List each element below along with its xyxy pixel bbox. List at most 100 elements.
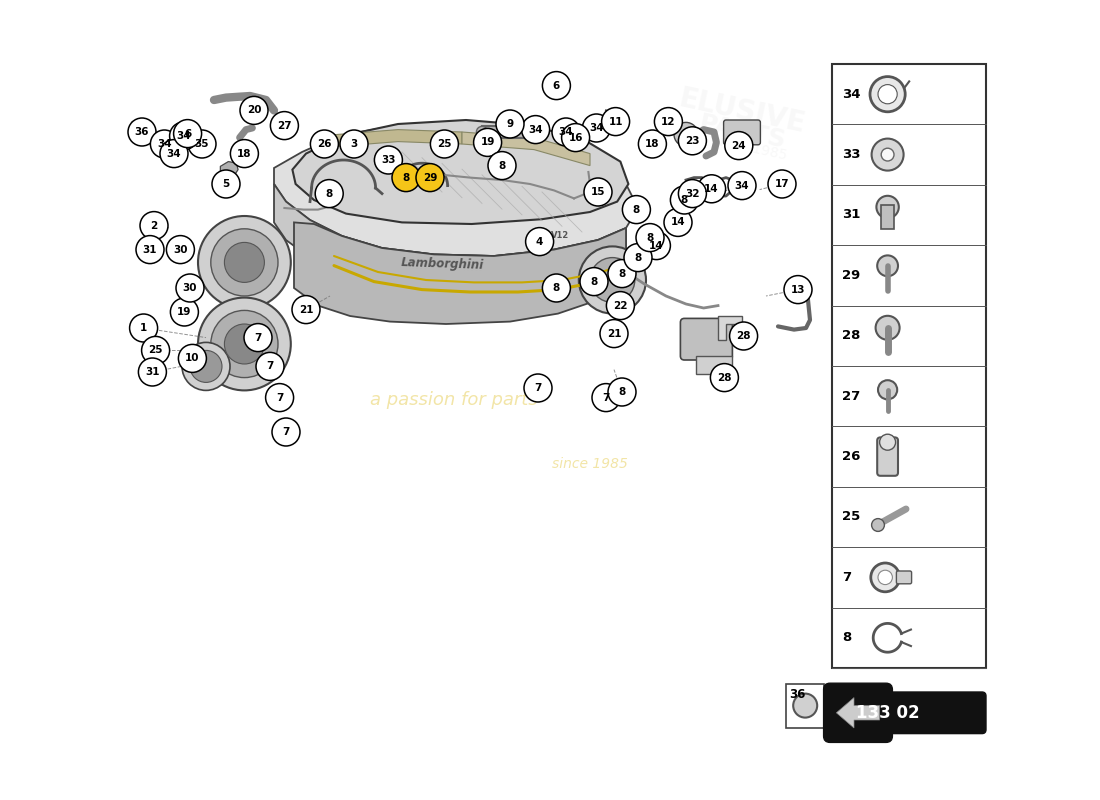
FancyBboxPatch shape (681, 318, 733, 360)
Circle shape (877, 196, 899, 218)
Text: 34: 34 (559, 127, 573, 137)
Polygon shape (188, 134, 212, 148)
Text: 24: 24 (732, 141, 746, 150)
Circle shape (265, 384, 294, 411)
Text: 18: 18 (646, 139, 660, 149)
Circle shape (292, 296, 320, 323)
Text: 23: 23 (685, 136, 700, 146)
Text: 27: 27 (277, 121, 292, 130)
Circle shape (211, 229, 278, 296)
Text: 2: 2 (151, 221, 157, 230)
Circle shape (140, 212, 168, 240)
Text: 13: 13 (791, 285, 805, 294)
Text: 8: 8 (618, 269, 626, 278)
Circle shape (881, 148, 894, 161)
Text: PARTS: PARTS (696, 111, 788, 153)
Text: 8: 8 (618, 387, 626, 397)
Text: 36: 36 (789, 688, 805, 701)
Text: 31: 31 (143, 245, 157, 254)
Text: 34: 34 (842, 88, 860, 101)
Text: 28: 28 (717, 373, 732, 382)
Circle shape (877, 255, 898, 276)
FancyBboxPatch shape (826, 692, 986, 734)
Circle shape (729, 322, 758, 350)
Circle shape (128, 118, 156, 146)
Circle shape (142, 336, 169, 365)
Circle shape (542, 72, 571, 100)
Text: since 1985: since 1985 (712, 134, 789, 162)
Circle shape (310, 130, 339, 158)
Circle shape (636, 223, 664, 251)
Circle shape (190, 350, 222, 382)
Circle shape (211, 310, 278, 378)
Text: 28: 28 (842, 330, 860, 342)
Circle shape (139, 358, 166, 386)
Circle shape (608, 378, 636, 406)
Polygon shape (220, 162, 238, 176)
Circle shape (476, 126, 487, 138)
Text: V12: V12 (550, 231, 569, 241)
Text: since 1985: since 1985 (552, 457, 628, 471)
Text: 8: 8 (647, 233, 653, 242)
Circle shape (224, 324, 264, 364)
Circle shape (392, 164, 420, 192)
Circle shape (542, 274, 571, 302)
Text: 29: 29 (842, 269, 860, 282)
Circle shape (340, 130, 368, 158)
Text: 10: 10 (185, 354, 199, 363)
Circle shape (272, 418, 300, 446)
Circle shape (256, 352, 284, 381)
Circle shape (130, 314, 157, 342)
Text: 19: 19 (481, 138, 495, 147)
Circle shape (151, 130, 178, 158)
Text: 133 02: 133 02 (856, 704, 920, 722)
Text: 8: 8 (553, 283, 560, 293)
Text: 33: 33 (381, 155, 396, 165)
FancyBboxPatch shape (724, 120, 760, 145)
Circle shape (784, 275, 812, 303)
Circle shape (169, 122, 198, 150)
Text: 25: 25 (437, 139, 452, 149)
Text: 11: 11 (608, 117, 623, 126)
Circle shape (430, 130, 459, 158)
Text: 6: 6 (184, 129, 191, 138)
Circle shape (592, 384, 620, 411)
Circle shape (316, 180, 343, 208)
Text: 20: 20 (246, 106, 262, 115)
Circle shape (664, 208, 692, 237)
Polygon shape (836, 698, 880, 728)
Circle shape (602, 108, 629, 135)
Text: 7: 7 (603, 393, 609, 402)
Circle shape (178, 344, 207, 373)
Circle shape (871, 563, 900, 592)
Text: 30: 30 (183, 283, 197, 293)
Polygon shape (132, 122, 148, 138)
Circle shape (697, 174, 726, 202)
Circle shape (600, 319, 628, 347)
Polygon shape (718, 316, 743, 340)
Text: 27: 27 (842, 390, 860, 402)
Circle shape (728, 172, 756, 200)
Text: 26: 26 (317, 139, 332, 149)
Polygon shape (294, 222, 626, 324)
Text: 25: 25 (148, 346, 163, 355)
Circle shape (679, 180, 706, 208)
Text: 18: 18 (238, 149, 252, 158)
Circle shape (535, 126, 546, 138)
Text: 33: 33 (842, 148, 860, 161)
Text: 8: 8 (632, 205, 640, 214)
FancyBboxPatch shape (824, 683, 892, 742)
Circle shape (166, 235, 195, 264)
Text: 34: 34 (735, 181, 749, 190)
Text: 15: 15 (591, 187, 605, 197)
Text: 8: 8 (635, 253, 641, 262)
Text: 8: 8 (842, 631, 851, 644)
Text: 5: 5 (222, 179, 230, 189)
Circle shape (562, 123, 590, 152)
Circle shape (244, 323, 272, 352)
Text: 32: 32 (685, 189, 700, 198)
Text: 6: 6 (553, 81, 560, 90)
Circle shape (474, 129, 502, 157)
Text: 7: 7 (842, 571, 851, 584)
Circle shape (711, 363, 738, 391)
